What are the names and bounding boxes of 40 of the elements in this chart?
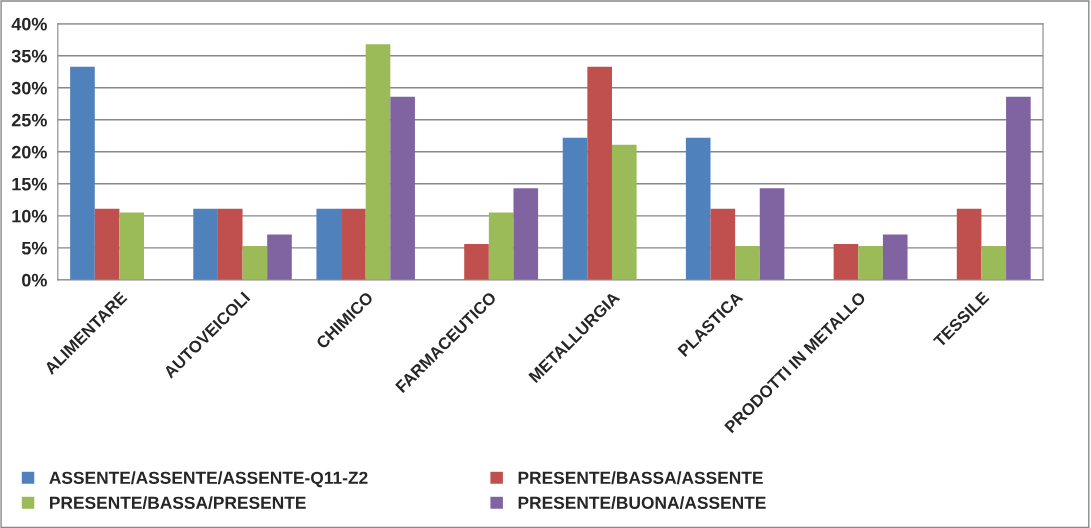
y-tick-label: 10% — [12, 209, 47, 223]
bar — [217, 208, 243, 280]
bar — [488, 212, 514, 280]
y-tick-label: 20% — [11, 145, 47, 159]
legend-label: ASSENTE/ASSENTE/ASSENTE-Q11-Z2 — [49, 471, 368, 488]
bar — [587, 66, 612, 280]
y-tick-label: 5% — [21, 241, 47, 255]
bar — [365, 44, 391, 280]
bar — [390, 96, 415, 280]
legend-label: PRESENTE/BASSA/PRESENTE — [50, 496, 306, 510]
bar — [119, 212, 145, 280]
legend-label: PRESENTE/BUONA/ASSENTE — [518, 496, 766, 510]
bar — [316, 208, 342, 280]
y-tick-label: 0% — [22, 273, 47, 287]
bar — [267, 234, 292, 280]
bar — [735, 245, 760, 280]
bar — [759, 188, 785, 280]
bar — [70, 66, 95, 280]
bar — [956, 208, 982, 280]
bar — [513, 188, 539, 280]
y-tick-label: 35% — [11, 49, 47, 63]
bar — [94, 208, 120, 280]
bar — [242, 245, 268, 280]
bar — [464, 243, 489, 280]
bar — [833, 243, 859, 280]
bar — [1006, 96, 1031, 280]
y-tick-label: 40% — [11, 17, 47, 31]
y-tick-label: 25% — [11, 113, 47, 127]
y-tick-label: 30% — [11, 81, 47, 95]
bar — [562, 137, 588, 280]
bar — [685, 137, 711, 280]
bar — [710, 208, 736, 280]
bar — [858, 245, 883, 280]
bar — [981, 245, 1007, 280]
bar — [341, 208, 366, 280]
legend-label: PRESENTE/BASSA/ASSENTE — [518, 471, 763, 485]
bar — [193, 208, 218, 280]
y-tick-label: 15% — [12, 177, 47, 191]
bar — [611, 144, 637, 280]
bar — [882, 234, 908, 280]
